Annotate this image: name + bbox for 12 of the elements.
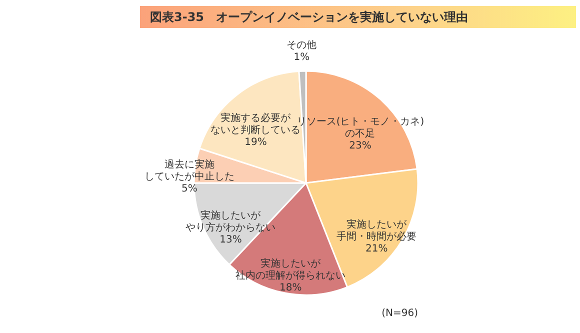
data-label: 5%: [182, 184, 198, 195]
slice-label: その他: [286, 39, 317, 52]
data-label: 18%: [280, 282, 302, 294]
data-label: 13%: [220, 234, 242, 246]
data-label: 21%: [365, 244, 388, 255]
chart-title: 図表3-35 オープンイノベーションを実施していない理由: [140, 6, 576, 28]
slice-label: 実施したいがやり方がわからない: [186, 210, 276, 234]
slice-label: 過去に実施していたが中止した: [144, 158, 234, 183]
data-label: 23%: [349, 140, 372, 152]
data-label: 1%: [294, 52, 310, 64]
data-label: 19%: [244, 137, 267, 148]
text: (N=96): [382, 308, 418, 319]
